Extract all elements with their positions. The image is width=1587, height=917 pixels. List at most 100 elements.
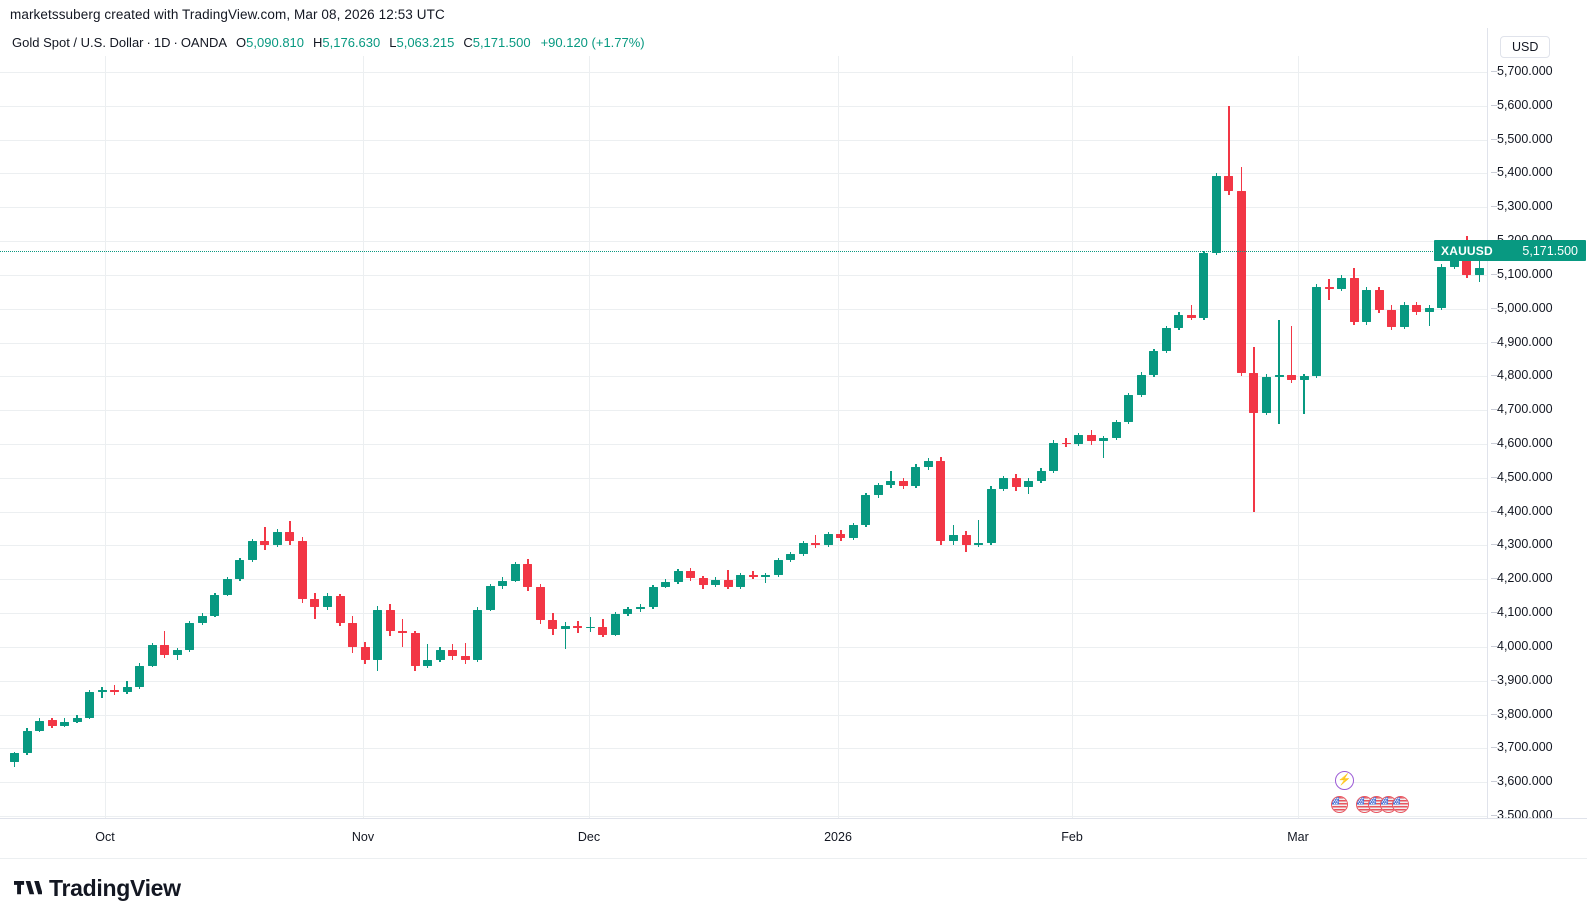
tradingview-wordmark: TradingView: [49, 874, 181, 901]
candle-body: [285, 531, 295, 542]
symbol-name[interactable]: Gold Spot / U.S. Dollar: [12, 34, 144, 50]
candle-body: [47, 719, 57, 727]
candle-body: [1149, 351, 1159, 375]
gridline-vertical: [105, 56, 106, 818]
gridline-horizontal: [0, 173, 1487, 175]
candle-body: [573, 625, 583, 628]
candle-body: [1387, 310, 1397, 327]
price-tick: 4,900.000: [1491, 335, 1553, 349]
gridline-horizontal: [0, 748, 1487, 750]
us-flag-icon[interactable]: [1331, 796, 1348, 813]
candle-body: [873, 485, 883, 496]
candle-body: [1061, 442, 1071, 445]
candle-body: [1161, 328, 1171, 352]
candle-body: [923, 460, 933, 467]
candle-body: [1024, 481, 1034, 488]
exchange-label: OANDA: [180, 34, 228, 50]
tick-dash: [1491, 476, 1497, 478]
ohlc-open-key: O: [236, 34, 247, 50]
candle-wick: [564, 621, 567, 649]
gridline-horizontal: [0, 816, 1487, 817]
price-tick: 5,100.000: [1491, 267, 1553, 281]
chart-pane[interactable]: [0, 56, 1487, 818]
gridline-horizontal: [0, 274, 1487, 276]
price-axis[interactable]: USD 5,700.000 5,600.000 5,500.000 5,400.000…: [1487, 28, 1587, 822]
time-tick-dec: Dec: [577, 830, 601, 844]
candle-body: [235, 560, 245, 580]
candle-wick: [126, 680, 128, 694]
candle-body: [410, 633, 420, 666]
candle-body: [911, 466, 921, 486]
chart-legend: Gold Spot / U.S. Dollar · 1D · OANDA O 5,…: [0, 28, 1587, 56]
candle-body: [348, 622, 358, 647]
legend-separator-1: ·: [146, 34, 151, 50]
candle-body: [986, 488, 996, 544]
tick-dash: [1491, 307, 1497, 309]
tick-dash: [1491, 104, 1497, 106]
candle-body: [22, 730, 32, 754]
candle-body: [197, 615, 207, 624]
gridline-horizontal: [0, 782, 1487, 784]
tick-dash: [1491, 612, 1497, 614]
gridline-horizontal: [0, 105, 1487, 107]
tick-dash: [1491, 375, 1497, 377]
ohlc-low-key: L: [389, 34, 397, 50]
tick-dash: [1491, 713, 1497, 715]
candle-wick: [1190, 305, 1193, 321]
price-tick: 4,500.000: [1491, 470, 1553, 484]
price-tick: 3,800.000: [1491, 707, 1553, 721]
footer-branding: TradingView: [0, 858, 1587, 917]
gridline-horizontal: [0, 545, 1487, 547]
candle-wick: [1478, 251, 1481, 282]
gridline-horizontal: [0, 613, 1487, 615]
candle-body: [35, 720, 45, 731]
candle-body: [247, 541, 257, 561]
candle-body: [1399, 304, 1409, 327]
gridline-vertical: [1298, 56, 1299, 818]
time-axis[interactable]: Oct Nov Dec 2026 Feb Mar: [0, 818, 1587, 858]
tick-dash: [1491, 747, 1497, 749]
candle-body: [1274, 375, 1284, 378]
candle-wick: [464, 642, 466, 664]
price-tick: 3,700.000: [1491, 740, 1553, 754]
tick-dash: [1491, 172, 1497, 174]
candle-wick: [815, 535, 817, 549]
candle-body: [373, 609, 383, 661]
candle-body: [135, 665, 145, 688]
time-tick-mar: Mar: [1287, 830, 1309, 844]
candle-body: [272, 531, 282, 546]
candle-body: [898, 480, 908, 486]
candle-body: [936, 460, 946, 542]
price-tick: 4,800.000: [1491, 368, 1553, 382]
ohlc-close-value: 5,171.500: [472, 34, 531, 50]
candle-body: [310, 598, 320, 607]
candle-body: [1324, 287, 1334, 290]
candle-body: [811, 543, 821, 546]
lightning-bolt-icon[interactable]: ⚡: [1335, 771, 1354, 790]
candle-wick: [977, 519, 980, 548]
candle-body: [1337, 277, 1347, 290]
candle-body: [610, 613, 620, 635]
gridline-horizontal: [0, 139, 1487, 141]
candle-body: [1086, 435, 1096, 441]
candle-body: [548, 619, 558, 630]
candle-wick: [1278, 320, 1280, 424]
candle-body: [210, 594, 220, 616]
ohlc-open-value: 5,090.810: [246, 34, 305, 50]
candle-body: [523, 564, 533, 587]
candle-wick: [589, 617, 592, 633]
candle-body: [686, 571, 696, 578]
tick-dash: [1491, 679, 1497, 681]
candle-body: [360, 646, 370, 661]
candle-body: [711, 579, 721, 586]
candle-body: [949, 535, 958, 542]
candle-body: [1424, 308, 1434, 313]
us-flag-icon[interactable]: [1392, 796, 1409, 813]
currency-badge[interactable]: USD: [1500, 36, 1551, 58]
interval-label[interactable]: 1D: [153, 34, 171, 50]
tick-dash: [1491, 409, 1497, 411]
tradingview-logo-icon: [14, 881, 42, 895]
gridline-horizontal: [0, 342, 1487, 344]
price-tick: 4,300.000: [1491, 537, 1553, 551]
candle-body: [85, 692, 95, 718]
